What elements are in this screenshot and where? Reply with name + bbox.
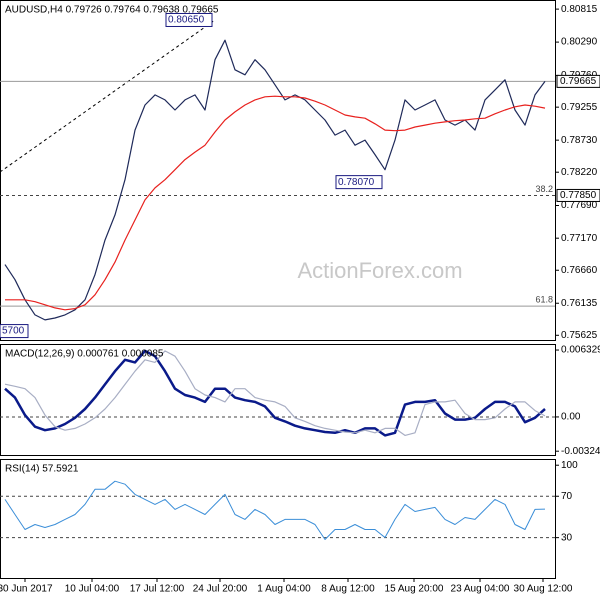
y-tick-label: 0.80290 — [561, 37, 598, 48]
y-tick-label: 0.80815 — [561, 4, 598, 15]
x-tick-label: 30 Aug 12:00 — [514, 584, 573, 595]
y-tick-label: 0.77690 — [561, 200, 598, 211]
fib-label: 61.8 — [535, 294, 553, 304]
x-tick-label: 1 Aug 04:00 — [257, 584, 311, 595]
panel-title: AUDUSD,H4 0.79726 0.79764 0.79638 0.7966… — [5, 5, 219, 16]
x-tick-label: 23 Aug 04:00 — [451, 584, 510, 595]
y-tick-label: 0.006329 — [561, 345, 600, 356]
y-tick-label: 100 — [561, 460, 578, 471]
y-tick-label: 0.75625 — [561, 330, 598, 341]
panel-border — [0, 459, 556, 579]
series-line — [5, 95, 546, 311]
watermark: ActionForex.com — [297, 258, 462, 283]
annotation-box — [165, 12, 213, 27]
series-line — [4, 39, 546, 321]
trend-line — [0, 19, 216, 173]
y-tick-label: 0.77170 — [561, 233, 598, 244]
y-tick-label: 0.76135 — [561, 298, 598, 309]
annotation: 0.80650 — [168, 15, 205, 26]
price-box — [556, 188, 600, 202]
annotation: 5700 — [2, 326, 25, 337]
y-tick-label: 0.78730 — [561, 135, 598, 146]
price-box-label: 0.77850 — [560, 190, 597, 201]
price-box — [556, 74, 600, 88]
x-tick-label: 17 Jul 12:00 — [130, 584, 185, 595]
panel-title: RSI(14) 57.5921 — [5, 464, 79, 475]
y-tick-label: -0.00324 — [561, 446, 600, 457]
annotation-box — [335, 175, 383, 190]
y-tick-label: 0.78220 — [561, 167, 598, 178]
y-tick-label: 30 — [561, 532, 573, 543]
panel-title: MACD(12,26,9) 0.000761 0.000085 — [5, 349, 164, 360]
panel-border — [0, 344, 556, 456]
x-tick-label: 24 Jul 20:00 — [193, 584, 248, 595]
annotation: 0.78070 — [338, 177, 375, 188]
series-line — [4, 350, 546, 436]
y-tick-label: 0.79255 — [561, 102, 598, 113]
panel-border — [0, 0, 556, 341]
fib-label: 38.2 — [535, 184, 553, 194]
price-box-label: 0.79665 — [560, 76, 597, 87]
annotation-box — [0, 324, 29, 339]
series-line — [4, 349, 546, 437]
y-tick-label: 70 — [561, 491, 573, 502]
x-tick-label: 10 Jul 04:00 — [65, 584, 120, 595]
y-tick-label: 0.00 — [561, 412, 581, 423]
series-line — [4, 480, 546, 540]
x-tick-label: 30 Jun 2017 — [0, 584, 53, 595]
x-tick-label: 15 Aug 20:00 — [385, 584, 444, 595]
y-tick-label: 0.76660 — [561, 265, 598, 276]
x-tick-label: 8 Aug 12:00 — [321, 584, 375, 595]
